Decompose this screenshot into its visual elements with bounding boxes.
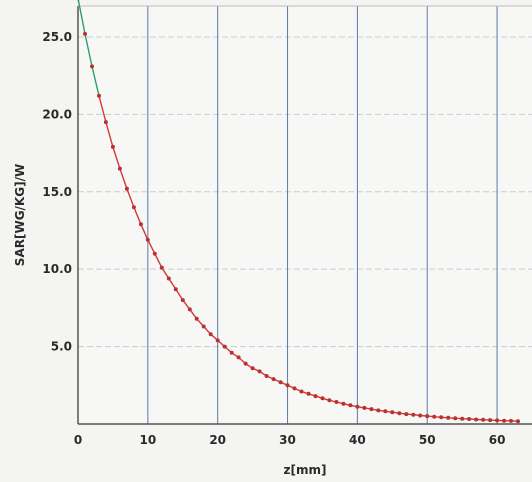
data-point bbox=[341, 401, 346, 406]
data-point bbox=[320, 396, 325, 401]
data-point bbox=[278, 380, 283, 385]
plot-area bbox=[78, 6, 532, 424]
data-point bbox=[404, 412, 409, 417]
data-point bbox=[467, 417, 472, 421]
data-point bbox=[425, 414, 430, 419]
data-point bbox=[83, 31, 87, 36]
data-point bbox=[446, 415, 451, 420]
data-point bbox=[432, 414, 437, 419]
data-point bbox=[271, 377, 276, 382]
data-point bbox=[362, 405, 367, 410]
y-axis-label: SAR[WG/KG]/W bbox=[13, 164, 27, 266]
data-point bbox=[397, 411, 402, 416]
data-point bbox=[509, 418, 513, 423]
data-point bbox=[236, 355, 241, 360]
data-point bbox=[348, 403, 353, 408]
data-point bbox=[439, 415, 444, 420]
data-point bbox=[97, 93, 101, 98]
data-point bbox=[299, 389, 304, 394]
x-tick-label: 20 bbox=[209, 433, 226, 447]
data-point bbox=[173, 287, 178, 292]
data-point bbox=[418, 413, 423, 418]
data-point bbox=[166, 276, 171, 281]
data-point bbox=[103, 120, 108, 125]
data-point bbox=[383, 409, 388, 414]
data-point bbox=[495, 418, 500, 423]
x-tick-label: 0 bbox=[74, 433, 82, 447]
data-point bbox=[131, 205, 136, 210]
data-point bbox=[474, 417, 479, 422]
data-point bbox=[138, 222, 143, 227]
x-tick-label: 50 bbox=[419, 433, 436, 447]
data-point bbox=[292, 386, 297, 391]
data-point bbox=[145, 237, 150, 242]
data-point bbox=[516, 419, 520, 424]
data-point bbox=[376, 408, 381, 413]
data-point bbox=[180, 298, 185, 303]
data-point bbox=[285, 383, 290, 388]
data-point bbox=[488, 418, 493, 423]
data-point bbox=[369, 407, 374, 412]
y-tick-label: 10.0 bbox=[42, 262, 72, 276]
data-point bbox=[502, 418, 507, 423]
data-point bbox=[264, 374, 269, 378]
y-tick-label: 15.0 bbox=[42, 185, 72, 199]
x-axis-label: z[mm] bbox=[284, 463, 327, 477]
x-tick-label: 40 bbox=[349, 433, 366, 447]
data-point bbox=[306, 391, 311, 396]
series-line-start bbox=[77, 0, 100, 96]
data-point bbox=[90, 64, 94, 69]
y-tick-label: 25.0 bbox=[42, 30, 72, 44]
data-point bbox=[124, 186, 129, 191]
data-point bbox=[334, 400, 339, 404]
y-tick-label: 20.0 bbox=[42, 107, 72, 121]
grid-lines bbox=[78, 6, 532, 424]
data-point bbox=[159, 265, 164, 270]
x-tick-label: 60 bbox=[489, 433, 506, 447]
data-point bbox=[110, 144, 115, 149]
data-point bbox=[257, 369, 262, 374]
y-tick-label: 5.0 bbox=[51, 340, 72, 354]
data-point bbox=[187, 307, 192, 312]
series-group bbox=[76, 0, 520, 424]
data-point bbox=[222, 344, 227, 349]
data-point bbox=[152, 251, 157, 256]
data-point bbox=[327, 398, 332, 403]
data-point bbox=[243, 361, 248, 366]
tick-labels: 5.0 10.0 15.0 20.0 25.0 0 10 20 30 40 50 60 bbox=[42, 30, 505, 447]
data-point bbox=[250, 366, 255, 371]
data-point bbox=[390, 410, 395, 415]
data-point bbox=[208, 332, 213, 337]
data-point bbox=[117, 166, 122, 171]
data-point bbox=[411, 412, 416, 417]
data-point bbox=[215, 338, 220, 343]
x-tick-label: 10 bbox=[139, 433, 156, 447]
data-point bbox=[453, 416, 458, 421]
data-point bbox=[355, 404, 360, 409]
x-tick-label: 30 bbox=[279, 433, 296, 447]
data-point bbox=[229, 350, 234, 355]
data-point bbox=[313, 394, 318, 399]
data-point bbox=[201, 324, 206, 329]
axes bbox=[77, 5, 532, 425]
data-point bbox=[460, 416, 465, 421]
data-point bbox=[481, 417, 486, 422]
data-point bbox=[194, 316, 199, 321]
